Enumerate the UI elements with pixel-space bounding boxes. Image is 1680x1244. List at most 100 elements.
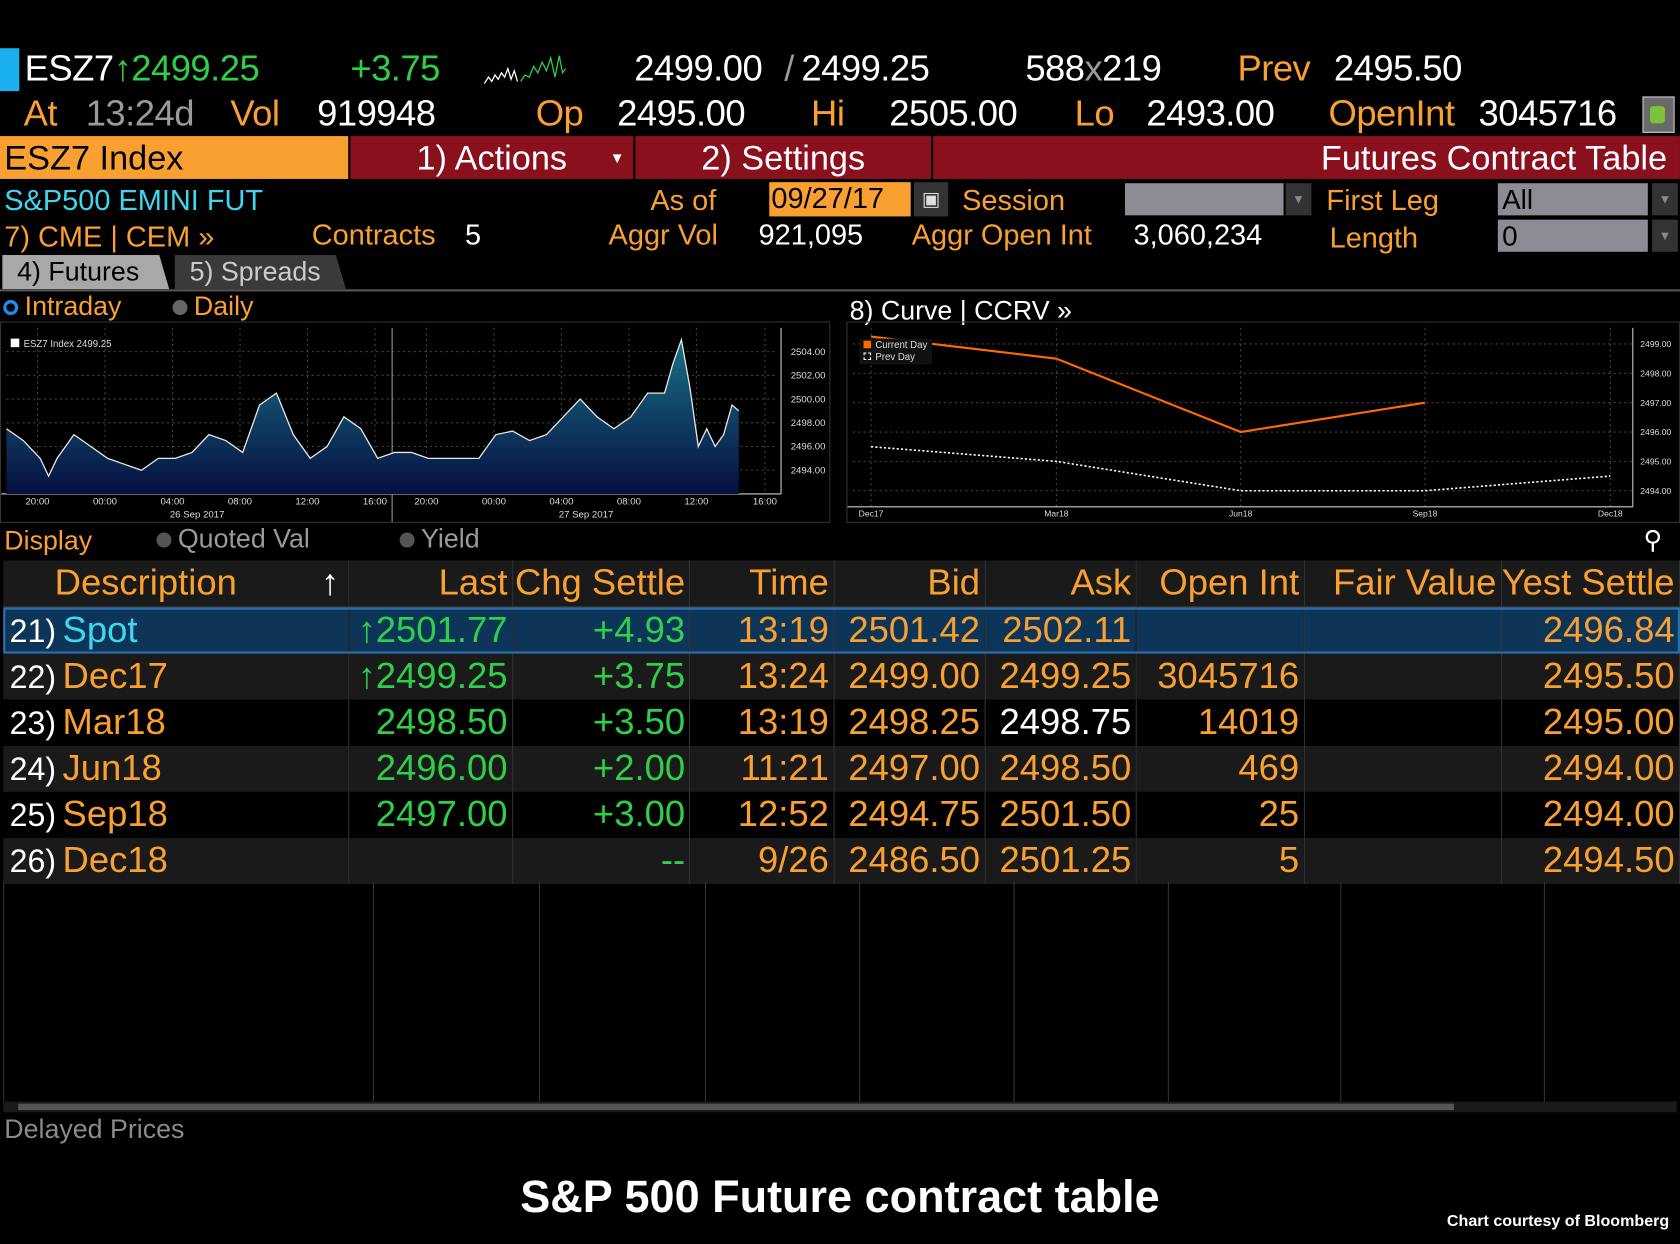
daily-radio[interactable]: Daily (172, 291, 253, 322)
bid-cell: 2486.50 (833, 837, 986, 884)
futures-table: Description ↑ Last Chg Settle Time Bid As… (3, 560, 1680, 884)
fair-value-cell (1303, 699, 1502, 746)
col-yest-settle[interactable]: Yest Settle (1501, 560, 1680, 608)
high-label: Hi (811, 93, 845, 134)
settings-button[interactable]: 2) Settings (635, 136, 932, 179)
date-label: 26 Sep 2017 (170, 510, 225, 521)
desc-cell[interactable]: 24) Jun18 (3, 745, 349, 792)
x-tick-label: 20:00 (414, 497, 438, 508)
exchange-link[interactable]: 7) CME | CEM » (4, 220, 215, 253)
actions-menu-button[interactable]: 1) Actions ▼ (350, 136, 634, 179)
open-int-cell: 25 (1136, 791, 1305, 838)
col-last[interactable]: Last (348, 560, 513, 608)
col-open-int[interactable]: Open Int (1136, 560, 1305, 608)
table-row[interactable]: 22) Dec17 ↑2499.25 +3.75 13:24 2499.00 24… (3, 653, 1680, 700)
table-row[interactable]: 24) Jun18 2496.00 +2.00 11:21 2497.00 249… (3, 745, 1680, 792)
yest-settle-cell: 2494.00 (1501, 745, 1680, 792)
col-chg-settle[interactable]: Chg Settle (512, 560, 691, 608)
calendar-icon[interactable]: ▣ (913, 182, 949, 217)
session-select[interactable] (1124, 183, 1284, 216)
date-label: 27 Sep 2017 (559, 510, 614, 521)
table-row[interactable]: 21) Spot ↑2501.77 +4.93 13:19 2501.42 250… (3, 607, 1680, 654)
x-tick-label: Mar18 (1044, 508, 1069, 518)
open-int-cell (1136, 607, 1305, 654)
table-row[interactable]: 26) Dec18 -- 9/26 2486.50 2501.25 5 2494.… (3, 837, 1680, 884)
session-dropdown-arrow-icon[interactable]: ▼ (1285, 183, 1312, 216)
delayed-prices-note: Delayed Prices (4, 1114, 185, 1145)
yest-settle-cell: 2495.00 (1501, 699, 1680, 746)
first-leg-dropdown-arrow-icon[interactable]: ▼ (1652, 183, 1678, 216)
ask-cell: 2502.11 (984, 607, 1137, 654)
intraday-chart[interactable]: 20:00 00:00 04:00 08:00 12:00 16:00 20:00 00:00… (0, 321, 831, 523)
x-tick-label: 04:00 (549, 497, 573, 508)
yield-radio[interactable]: Yield (399, 524, 480, 555)
tab-futures[interactable]: 4) Futures (2, 255, 170, 290)
open-label: Op (535, 93, 584, 134)
ask-cell: 2501.50 (984, 791, 1137, 838)
open-int-cell: 5 (1136, 837, 1305, 884)
zoom-in-icon[interactable]: ⚲ (1643, 526, 1663, 556)
x-tick-label: Sep18 (1413, 508, 1438, 518)
col-bid[interactable]: Bid (833, 560, 986, 608)
fair-value-cell (1303, 745, 1502, 792)
low-value: 2493.00 (1146, 93, 1275, 134)
x-tick-label: 16:00 (753, 497, 777, 508)
scrollbar-thumb[interactable] (18, 1103, 1454, 1111)
openint-value: 3045716 (1478, 93, 1618, 134)
table-row[interactable]: 25) Sep18 2497.00 +3.00 12:52 2494.75 250… (3, 791, 1680, 838)
time-cell: 13:24 (689, 653, 835, 700)
length-dropdown-arrow-icon[interactable]: ▼ (1652, 219, 1678, 252)
desc-cell[interactable]: 23) Mar18 (3, 699, 349, 746)
fair-value-cell (1303, 791, 1502, 838)
col-time[interactable]: Time (689, 560, 835, 608)
bid-ask-sizes: 588x219 (1025, 48, 1162, 89)
x-tick-label: 16:00 (363, 497, 387, 508)
col-description[interactable]: Description ↑ (3, 560, 349, 608)
chg-cell: -- (512, 837, 691, 884)
radio-unselected-icon (172, 300, 188, 316)
intraday-radio[interactable]: Intraday (3, 291, 121, 322)
tab-spreads[interactable]: 5) Spreads (174, 255, 347, 290)
prev-label: Prev (1237, 48, 1311, 89)
openint-label: OpenInt (1328, 93, 1455, 134)
aggr-vol-label: Aggr Vol (608, 218, 718, 251)
y-tick-label: 2496.00 (791, 442, 826, 453)
fair-value-cell (1303, 607, 1502, 654)
x-tick-label: 04:00 (160, 497, 184, 508)
desc-cell[interactable]: 26) Dec18 (3, 837, 349, 884)
last-price: ↑2499.25 (113, 48, 260, 89)
desc-cell[interactable]: 21) Spot (3, 607, 349, 654)
desc-cell[interactable]: 22) Dec17 (3, 653, 349, 700)
sort-arrow-icon: ↑ (320, 562, 340, 604)
last-cell: 2498.50 (348, 699, 513, 746)
prev-value: 2495.50 (1333, 48, 1462, 89)
table-row[interactable]: 23) Mar18 2498.50 +3.50 13:19 2498.25 249… (3, 699, 1680, 746)
quoted-val-radio[interactable]: Quoted Val (156, 524, 310, 555)
first-leg-select[interactable]: All (1497, 183, 1648, 216)
dropdown-arrow-icon: ▼ (609, 148, 625, 167)
aggr-oi-value: 3,060,234 (1133, 218, 1263, 251)
ask-cell: 2498.50 (984, 745, 1137, 792)
security-field[interactable]: ESZ7 Index (0, 136, 349, 179)
length-select[interactable]: 0 (1497, 219, 1648, 252)
length-label: Length (1329, 221, 1419, 254)
horizontal-scrollbar[interactable] (3, 1101, 1677, 1113)
bid-cell: 2501.42 (833, 607, 986, 654)
sparkline-icon (483, 55, 567, 84)
y-tick-label: 2499.00 (1640, 339, 1671, 349)
launchpad-icon[interactable] (1642, 96, 1675, 133)
y-tick-label: 2496.00 (1640, 427, 1671, 437)
chg-cell: +4.93 (512, 607, 691, 654)
desc-cell[interactable]: 25) Sep18 (3, 791, 349, 838)
yest-settle-cell: 2494.00 (1501, 791, 1680, 838)
col-ask[interactable]: Ask (984, 560, 1137, 608)
vol-label: Vol (230, 93, 280, 134)
col-fair-value[interactable]: Fair Value (1303, 560, 1502, 608)
asof-date-input[interactable]: 09/27/17 (769, 182, 911, 217)
y-tick-label: 2500.00 (791, 394, 826, 405)
y-tick-label: 2502.00 (791, 371, 826, 382)
curve-chart-title[interactable]: 8) Curve | CCRV » (849, 295, 1072, 326)
x-tick-label: Dec17 (859, 508, 884, 518)
curve-chart[interactable]: Dec17 Mar18 Jun18 Sep18 Dec18 2499.00 2498.00 2… (846, 321, 1680, 523)
